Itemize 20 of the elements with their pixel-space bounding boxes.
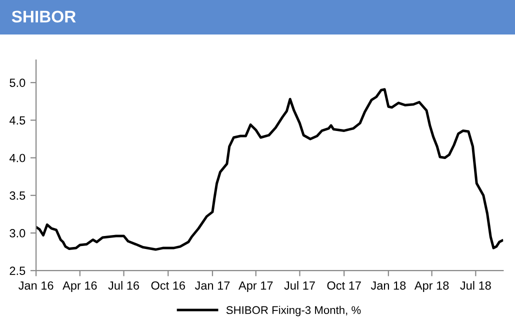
y-tick-label: 2.5 <box>10 266 26 275</box>
x-tick-label: Jul 18 <box>460 281 491 290</box>
x-tick-label: Jul 16 <box>108 281 140 290</box>
x-tick-label: Apr 17 <box>238 281 273 292</box>
x-tick-label: Jan 16 <box>18 281 54 290</box>
x-tick-label: Jan 18 <box>370 281 406 290</box>
y-tick-label: 4.0 <box>9 154 26 162</box>
x-tick-label: Jan 17 <box>194 281 230 290</box>
y-tick-label: 4.5 <box>9 116 26 125</box>
y-tick-label: 5.0 <box>10 78 26 87</box>
x-tick-label: Oct 16 <box>151 281 185 290</box>
chart-title: SHIBOR <box>12 10 76 23</box>
x-tick-label: Apr 18 <box>414 281 449 292</box>
legend-label: SHIBOR Fixing-3 Month, % <box>226 306 361 316</box>
x-tick-label: Oct 17 <box>327 281 361 290</box>
y-tick-label: 3.5 <box>10 191 26 200</box>
line-series <box>36 88 504 251</box>
x-tick-label: Jul 17 <box>284 281 315 290</box>
y-tick-label: 3.0 <box>10 229 26 238</box>
x-tick-label: Apr 16 <box>62 281 97 292</box>
